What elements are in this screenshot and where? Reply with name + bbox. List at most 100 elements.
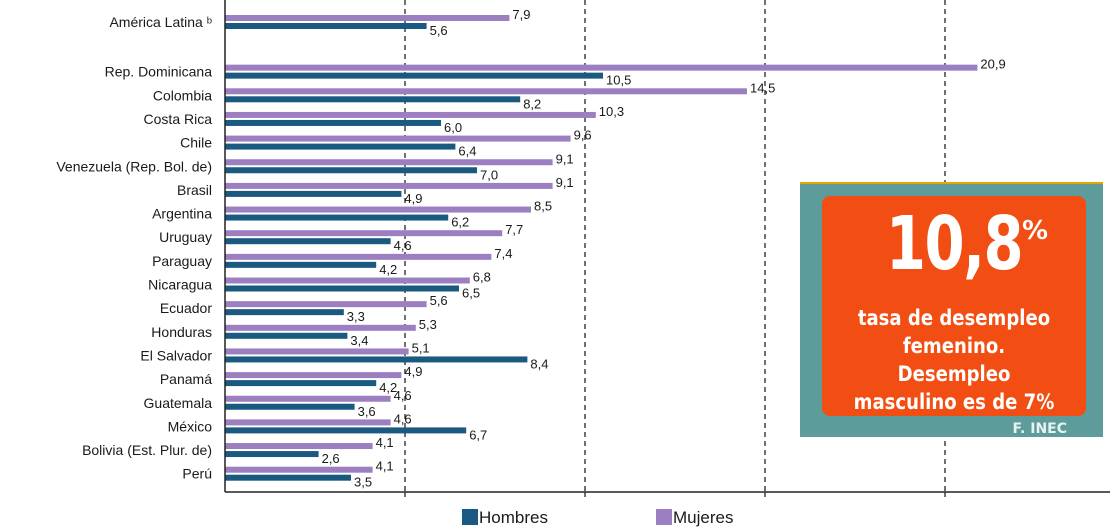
bar-mujeres	[225, 88, 747, 95]
category-label: Costa Rica	[144, 111, 213, 127]
category-label: Ecuador	[160, 300, 212, 316]
value-label-mujeres: 7,7	[505, 222, 523, 237]
bar-hombres	[225, 96, 521, 103]
legend-label: Hombres	[479, 508, 548, 527]
category-label: Panamá	[160, 371, 212, 387]
bar-hombres	[225, 214, 449, 221]
category-label: Perú	[182, 466, 212, 482]
bar-mujeres	[225, 348, 409, 355]
bar-mujeres	[225, 466, 373, 473]
value-label-hombres: 8,4	[530, 356, 548, 371]
bar-mujeres	[225, 64, 978, 71]
value-label-hombres: 8,2	[523, 96, 541, 111]
value-label-hombres: 6,2	[451, 215, 469, 230]
bar-mujeres	[225, 182, 553, 189]
infobox-source: F. INEC	[1012, 421, 1067, 437]
bar-hombres	[225, 72, 603, 79]
value-label-mujeres: 4,1	[376, 459, 394, 474]
bar-mujeres	[225, 395, 391, 402]
value-label-mujeres: 9,1	[556, 175, 574, 190]
value-label-hombres: 6,7	[469, 427, 487, 442]
bar-mujeres	[225, 372, 402, 379]
category-label: México	[168, 418, 213, 434]
category-label: Venezuela (Rep. Bol. de)	[56, 158, 212, 174]
category-label: Honduras	[151, 324, 212, 340]
value-label-hombres: 6,5	[462, 286, 480, 301]
value-label-mujeres: 14,5	[750, 80, 775, 95]
category-label: Rep. Dominicana	[105, 64, 213, 80]
value-label-hombres: 6,4	[458, 144, 476, 159]
bar-mujeres	[225, 111, 596, 118]
value-label-hombres: 4,2	[379, 380, 397, 395]
value-label-mujeres: 20,9	[980, 57, 1005, 72]
bar-mujeres	[225, 324, 416, 331]
value-label-mujeres: 4,9	[404, 364, 422, 379]
value-label-mujeres: 5,1	[412, 340, 430, 355]
value-label-hombres: 7,0	[480, 167, 498, 182]
bar-hombres	[225, 356, 528, 363]
category-label: América Latina ᵇ	[109, 14, 212, 30]
bar-mujeres	[225, 419, 391, 426]
value-label-hombres: 2,6	[322, 451, 340, 466]
value-label-hombres: 3,4	[350, 333, 368, 348]
category-label: Uruguay	[159, 229, 212, 245]
bar-hombres	[225, 474, 351, 481]
value-label-hombres: 4,2	[379, 262, 397, 277]
value-label-mujeres: 6,8	[473, 270, 491, 285]
bar-mujeres	[225, 253, 492, 260]
value-label-mujeres: 8,5	[534, 199, 552, 214]
value-label-hombres: 10,5	[606, 73, 631, 88]
value-label-mujeres: 9,6	[574, 128, 592, 143]
bar-hombres	[225, 119, 441, 126]
value-label-hombres: 3,3	[347, 309, 365, 324]
bar-hombres	[225, 261, 377, 268]
value-label-mujeres: 9,1	[556, 151, 574, 166]
bar-hombres	[225, 167, 477, 174]
bar-hombres	[225, 285, 459, 292]
bar-mujeres	[225, 159, 553, 166]
infobox-highlight: 10,8 % tasa de desempleo femenino. Desem…	[822, 196, 1086, 416]
category-label: Bolivia (Est. Plur. de)	[82, 442, 212, 458]
legend-swatch	[656, 509, 672, 525]
bar-hombres	[225, 403, 355, 410]
category-label: Guatemala	[144, 395, 213, 411]
value-label-mujeres: 5,6	[430, 293, 448, 308]
value-label-hombres: 4,6	[394, 238, 412, 253]
category-label: Chile	[180, 135, 212, 151]
bar-mujeres	[225, 230, 503, 237]
bar-mujeres	[225, 277, 470, 284]
value-label-mujeres: 7,9	[512, 7, 530, 22]
value-label-mujeres: 5,3	[419, 317, 437, 332]
value-label-mujeres: 7,4	[494, 246, 512, 261]
value-label-hombres: 5,6	[430, 23, 448, 38]
bar-hombres	[225, 451, 319, 458]
value-label-mujeres: 4,1	[376, 435, 394, 450]
infobox-number: 10,8	[885, 201, 1024, 287]
value-label-hombres: 6,0	[444, 120, 462, 135]
legend-swatch	[462, 509, 478, 525]
value-label-mujeres: 10,3	[599, 104, 624, 119]
legend-label: Mujeres	[673, 508, 733, 527]
bar-hombres	[225, 380, 377, 387]
category-label: Argentina	[152, 206, 212, 222]
infobox-caption: tasa de desempleo femenino. Desempleo ma…	[853, 306, 1055, 414]
bar-mujeres	[225, 301, 427, 308]
category-label: Paraguay	[152, 253, 212, 269]
bar-hombres	[225, 238, 391, 245]
value-label-mujeres: 4,6	[394, 411, 412, 426]
category-label: El Salvador	[140, 347, 212, 363]
infobox-percent-sign: %	[1022, 216, 1049, 246]
infobox-panel: 10,8 % tasa de desempleo femenino. Desem…	[800, 182, 1103, 437]
bar-mujeres	[225, 15, 510, 21]
bar-mujeres	[225, 135, 571, 142]
category-label: Colombia	[153, 87, 212, 103]
bar-hombres	[225, 143, 456, 150]
bar-mujeres	[225, 206, 531, 213]
bar-mujeres	[225, 443, 373, 450]
value-label-hombres: 3,5	[354, 475, 372, 490]
bar-hombres	[225, 23, 427, 29]
category-label: Nicaragua	[148, 277, 212, 293]
category-label: Brasil	[177, 182, 212, 198]
bar-hombres	[225, 309, 344, 316]
